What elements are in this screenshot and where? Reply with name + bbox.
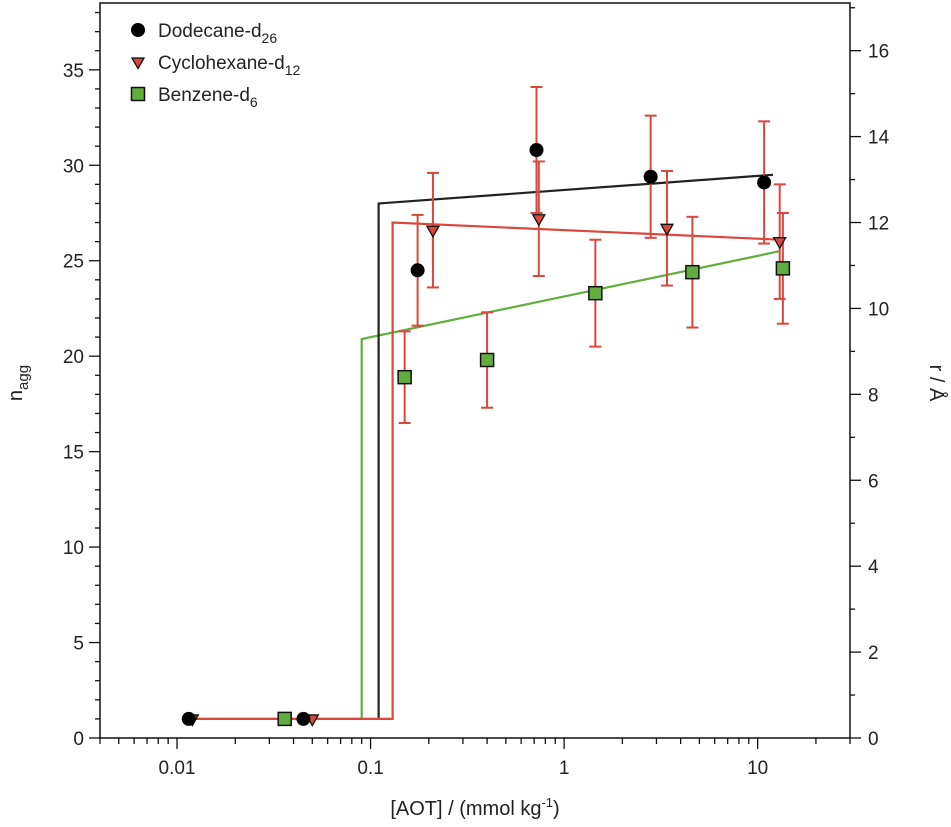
y-right-tick-label: 12 — [868, 214, 889, 235]
data-point-circle — [296, 711, 311, 726]
data-point-circle — [643, 169, 658, 184]
data-point-square — [130, 86, 146, 102]
error-bars — [398, 86, 789, 424]
y-left-tick-label: 30 — [63, 156, 84, 177]
legend: Dodecane-d26 Cyclohexane-d12 Benzene-d6 — [130, 21, 301, 110]
legend-label: Cyclohexane-d12 — [158, 53, 301, 78]
legend-label: Benzene-d6 — [158, 85, 258, 110]
y-right-tick-label: 10 — [868, 299, 889, 320]
data-markers — [181, 143, 791, 727]
data-point-square — [588, 285, 603, 301]
y-left-tick-label: 20 — [63, 347, 84, 368]
data-point-square — [775, 261, 791, 276]
data-point-circle — [529, 143, 544, 157]
data-point-square — [277, 711, 292, 727]
data-point-circle — [757, 175, 772, 190]
data-point-square — [479, 352, 495, 368]
data-point-triangle — [425, 225, 441, 239]
y-left-tick-label: 25 — [63, 252, 84, 273]
y-right-tick-label: 2 — [868, 643, 879, 664]
y-left-tick-label: 5 — [73, 634, 84, 655]
data-point-triangle — [772, 237, 787, 250]
data-point-circle — [410, 263, 425, 278]
data-point-circle — [131, 23, 145, 37]
fit-line — [377, 173, 774, 719]
fit-line — [185, 250, 780, 721]
x-tick-label: 1 — [559, 758, 570, 779]
y-axis-right-label: r / Å — [925, 365, 948, 402]
x-tick-label: 0.1 — [357, 758, 383, 779]
y-right-tick-label: 14 — [868, 128, 890, 149]
y-left-tick-label: 0 — [73, 729, 84, 750]
y-axis-left-label: nagg — [5, 365, 32, 401]
y-left-tick-label: 35 — [63, 61, 84, 82]
fit-line — [185, 221, 780, 721]
y-right-tick-label: 8 — [868, 385, 879, 406]
x-axis-label: [AOT] / (mmol kg-1) — [390, 795, 559, 820]
y-right-tick-label: 6 — [868, 471, 879, 492]
x-tick-label: 0.01 — [159, 758, 196, 779]
legend-label: Dodecane-d26 — [158, 21, 277, 46]
data-point-triangle — [531, 214, 546, 227]
plot-frame — [99, 2, 851, 739]
fit-lines — [185, 173, 780, 721]
plot-border — [99, 2, 851, 739]
data-point-triangle — [130, 57, 146, 70]
y-right-tick-label: 16 — [868, 42, 889, 63]
data-point-circle — [181, 711, 196, 726]
y-right-tick-label: 0 — [868, 729, 879, 750]
data-point-square — [685, 264, 700, 280]
data-point-triangle — [659, 223, 675, 237]
y-left-tick-label: 10 — [63, 538, 84, 559]
axis-ticks: 0.01 0.1 1 10 0 5 10 15 20 25 30 35 0 2 4 6 8 10 12 14 16 — [63, 7, 890, 779]
y-right-tick-label: 4 — [868, 557, 879, 578]
y-left-tick-label: 15 — [63, 443, 84, 464]
x-tick-label: 10 — [747, 758, 768, 779]
data-point-square — [397, 369, 412, 385]
